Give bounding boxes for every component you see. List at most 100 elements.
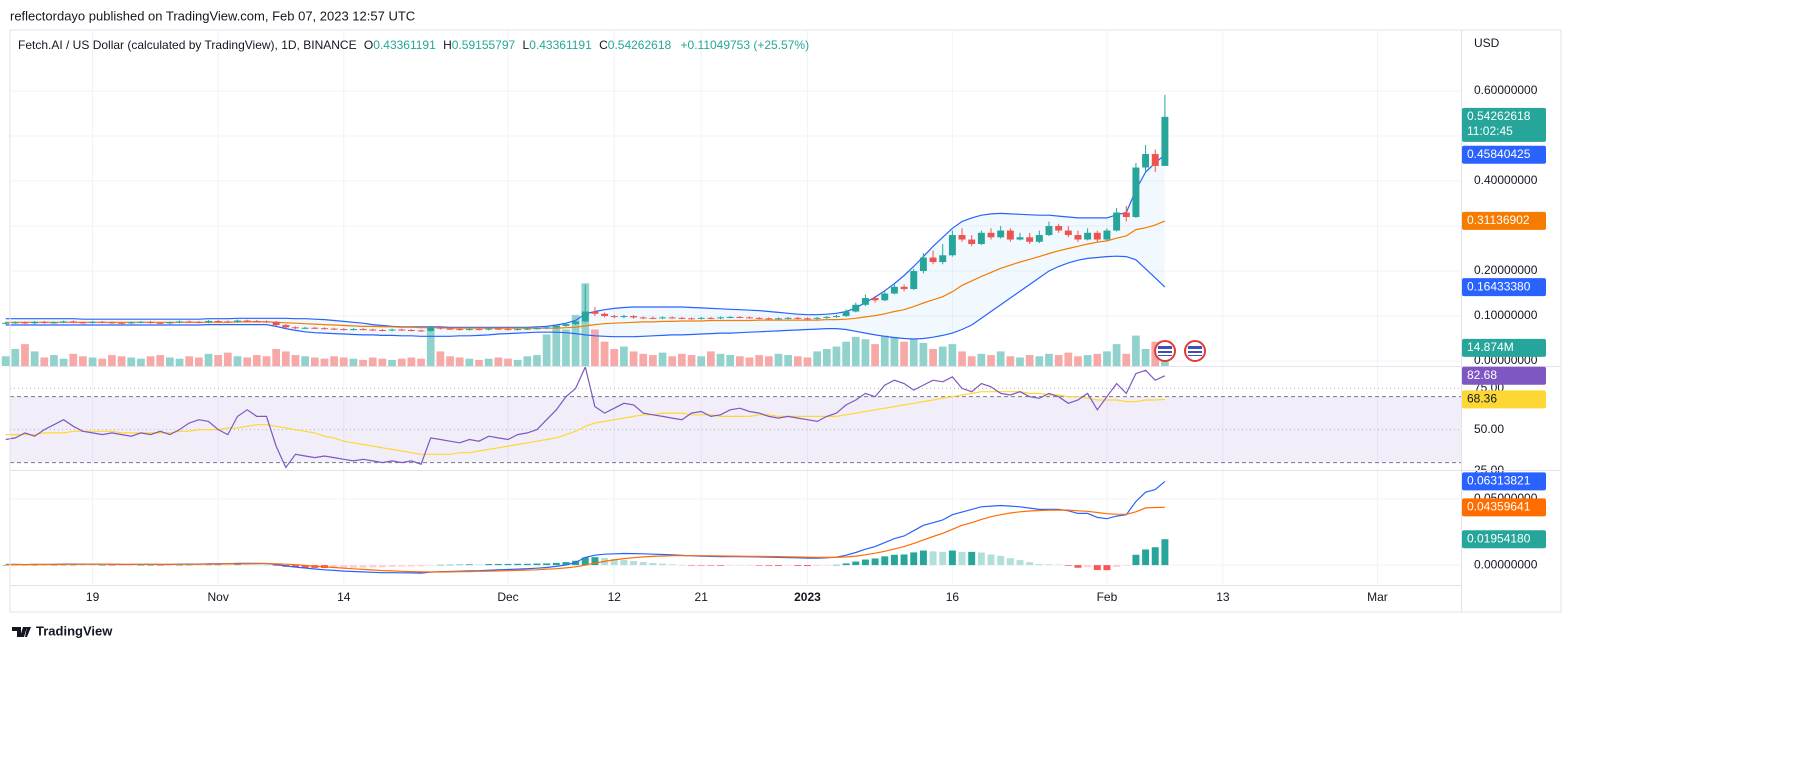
candle-body bbox=[803, 318, 811, 320]
macd-hist-bar bbox=[98, 565, 106, 566]
candle-body bbox=[359, 329, 367, 331]
ohlc-key: C bbox=[599, 38, 608, 52]
volume-bar bbox=[822, 348, 831, 366]
price-label-box bbox=[1462, 145, 1546, 164]
candle-body bbox=[407, 329, 415, 331]
x-tick-label: 12 bbox=[608, 590, 622, 604]
volume-bar bbox=[774, 353, 783, 366]
volume-bar bbox=[243, 357, 252, 366]
event-icons bbox=[1154, 340, 1206, 362]
candle-body bbox=[948, 235, 956, 256]
footer-brand: TradingView bbox=[36, 623, 113, 638]
y-tick-label: 0.60000000 bbox=[1474, 83, 1538, 97]
macd-hist-bar bbox=[2, 564, 10, 566]
macd-hist-bar bbox=[649, 562, 657, 566]
macd-hist-bar bbox=[1026, 562, 1034, 566]
candle-body bbox=[446, 328, 454, 330]
candle-body bbox=[320, 328, 328, 330]
y-tick-label: 50.00 bbox=[1474, 422, 1504, 436]
volume-bar bbox=[494, 357, 503, 366]
candle-body bbox=[436, 327, 444, 329]
candle-body bbox=[997, 230, 1005, 238]
macd-hist-bar bbox=[243, 564, 251, 566]
volume-bar bbox=[368, 357, 377, 366]
candle-body bbox=[784, 317, 792, 319]
macd-hist-bar bbox=[147, 565, 155, 566]
macd-hist-bar bbox=[1045, 564, 1053, 566]
macd-hist-bar bbox=[775, 565, 782, 566]
macd-hist-bar bbox=[166, 565, 174, 566]
macd-hist-bar bbox=[842, 563, 850, 566]
macd-hist-bar bbox=[504, 563, 512, 566]
volume-bar bbox=[504, 358, 512, 366]
candle-body bbox=[562, 324, 570, 326]
candle-body bbox=[987, 232, 995, 238]
macd-hist-bar bbox=[301, 565, 309, 568]
candle-body bbox=[572, 321, 580, 325]
macd-hist-bar bbox=[794, 565, 802, 566]
volume-bar bbox=[1, 356, 10, 366]
volume-bar bbox=[388, 359, 396, 366]
volume-bar bbox=[977, 353, 986, 366]
macd-hist-bar bbox=[620, 559, 628, 566]
candle-body bbox=[108, 322, 116, 324]
macd-hist-bar bbox=[755, 565, 763, 566]
macd-hist-bar bbox=[958, 551, 966, 566]
candle-body bbox=[485, 328, 493, 330]
macd-hist-bar bbox=[263, 564, 270, 566]
candle-body bbox=[552, 325, 560, 328]
volume-bar bbox=[513, 359, 522, 366]
candle-body bbox=[601, 313, 609, 317]
volume-bar bbox=[21, 344, 29, 366]
volume-bar bbox=[629, 351, 638, 366]
volume-bar bbox=[446, 356, 454, 366]
candle-body bbox=[291, 327, 299, 329]
volume-bar bbox=[281, 351, 290, 366]
bollinger-lower bbox=[5, 255, 1166, 340]
volume-bar bbox=[223, 352, 232, 366]
volume-bar bbox=[127, 357, 136, 366]
macd-hist-bar bbox=[407, 565, 415, 567]
candle-body bbox=[871, 298, 879, 301]
macd-hist-bar bbox=[494, 563, 502, 566]
candle-body bbox=[707, 317, 715, 319]
volume-bar bbox=[426, 329, 435, 366]
price-label-box bbox=[1462, 390, 1546, 409]
candle-body bbox=[340, 329, 348, 331]
candle-body bbox=[98, 321, 106, 323]
volume-bar bbox=[658, 352, 667, 366]
candle-body bbox=[533, 328, 541, 330]
candle-body bbox=[726, 316, 734, 318]
volume-bar bbox=[1074, 356, 1082, 366]
candle-body bbox=[890, 286, 898, 294]
volume-bar bbox=[764, 356, 773, 366]
rsi-band bbox=[10, 396, 1461, 463]
candle-body bbox=[881, 293, 889, 301]
macd-hist-bar bbox=[369, 565, 377, 568]
volume-bar bbox=[1035, 356, 1044, 366]
candle-body bbox=[678, 317, 686, 319]
macd-hist-bar bbox=[1122, 565, 1130, 566]
legend: Fetch.AI / US Dollar (calculated by Trad… bbox=[18, 38, 809, 52]
volume-bar bbox=[262, 356, 271, 366]
volume-bar bbox=[620, 346, 628, 366]
change: +0.11049753 (+25.57%) bbox=[681, 38, 810, 52]
macd-hist-bar bbox=[697, 565, 705, 566]
volume-bar bbox=[745, 357, 754, 366]
candle-body bbox=[11, 322, 19, 324]
volume-bar bbox=[98, 358, 107, 366]
candle-body bbox=[813, 317, 821, 319]
macd-hist-bar bbox=[1006, 558, 1014, 566]
macd-hist-bar bbox=[890, 554, 898, 566]
macd-hist-bar bbox=[388, 565, 396, 567]
macd-hist-bar bbox=[581, 557, 589, 566]
volume-bar bbox=[252, 355, 261, 366]
macd-hist-bar bbox=[997, 555, 1005, 566]
macd-hist-bar bbox=[910, 552, 918, 566]
candle-body bbox=[620, 316, 628, 318]
macd-hist-bar bbox=[475, 564, 483, 566]
volume-bar bbox=[484, 358, 493, 366]
candle-body bbox=[263, 321, 270, 323]
candle-body bbox=[214, 320, 222, 322]
